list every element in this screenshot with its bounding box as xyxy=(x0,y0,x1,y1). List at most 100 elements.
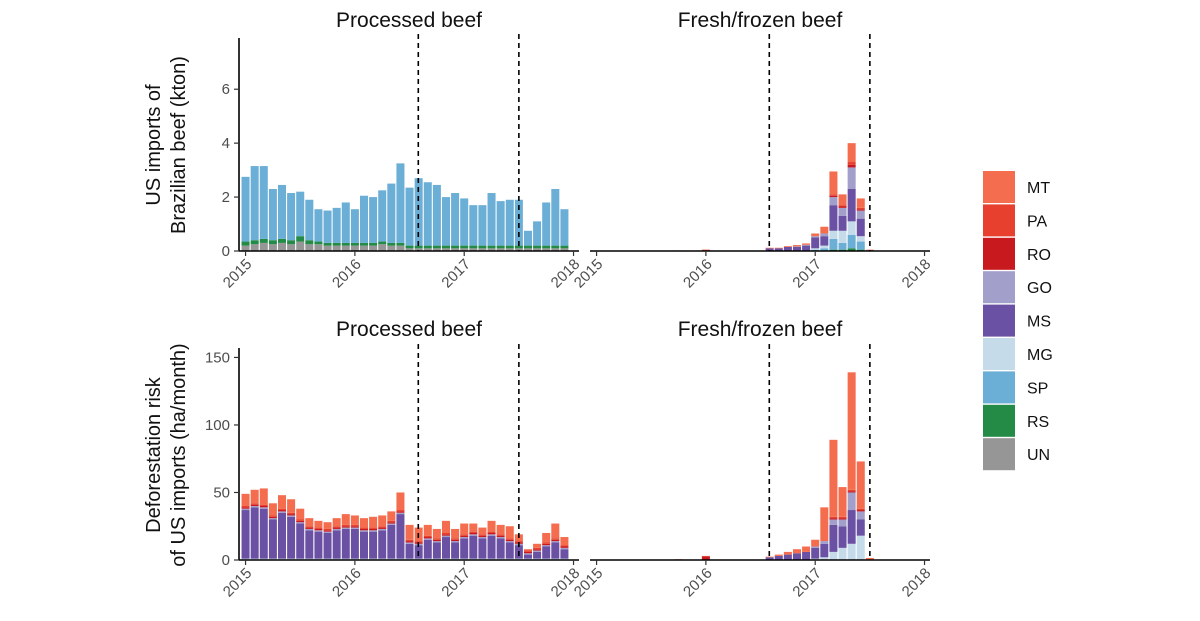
bar-RO-2015-05 xyxy=(277,510,287,512)
bar-RS-2015-08 xyxy=(305,240,314,245)
y-tick-label-100: 100 xyxy=(205,417,230,434)
bar-RS-2016-10 xyxy=(432,245,441,249)
bar-MG-2016-06 xyxy=(396,558,405,560)
bar-MS-2017-03 xyxy=(829,524,838,552)
bar-MT-2016-08 xyxy=(765,247,774,249)
bar-MT-2016-06 xyxy=(396,492,405,511)
bar-SP-2017-06 xyxy=(856,241,865,250)
bar-MT-2016-11 xyxy=(792,245,801,247)
bar-RS-2015-09 xyxy=(314,241,323,245)
bar-MG-2017-04 xyxy=(487,558,496,560)
bar-PA-2017-10 xyxy=(542,542,551,544)
bar-GO-2016-11 xyxy=(792,246,801,248)
bar-GO-2015-09 xyxy=(314,530,323,532)
bar-GO-2017-05 xyxy=(847,167,856,189)
bar-RS-2015-12 xyxy=(341,242,350,246)
bar-MS-2017-04 xyxy=(487,535,496,559)
bar-RS-2015-01 xyxy=(241,241,250,246)
bar-RO-2016-04 xyxy=(378,527,387,529)
bar-GO-2015-06 xyxy=(287,515,296,517)
bar-MS-2016-08 xyxy=(765,557,774,560)
legend-swatch-RO xyxy=(983,237,1015,270)
bar-PA-2017-08 xyxy=(523,550,532,552)
bar-MG-2017-01 xyxy=(811,248,820,250)
y-tick-label-0: 0 xyxy=(222,243,230,260)
bar-MG-2015-03 xyxy=(259,558,268,560)
bar-GO-2016-06 xyxy=(396,512,405,515)
legend-label-MS: MS xyxy=(1027,314,1051,331)
legend-label-GO: GO xyxy=(1027,280,1052,297)
bar-SP-2017-09 xyxy=(533,221,542,246)
bar-MT-2015-01 xyxy=(241,493,250,506)
bar-RO-2017-06 xyxy=(505,539,514,542)
bar-PA-2015-10 xyxy=(323,528,332,531)
bar-MG-2015-05 xyxy=(277,558,287,560)
bar-MS-2016-11 xyxy=(792,553,801,560)
panel-2: 2015 2016 2017 2018 xyxy=(571,34,935,292)
bar-GO-2015-03 xyxy=(259,507,268,509)
bar-PA-2017-05 xyxy=(847,162,856,165)
bar-GO-2017-02 xyxy=(820,541,829,544)
bar-PA-2017-04 xyxy=(838,205,847,207)
bar-MT-2015-03 xyxy=(259,488,268,505)
bar-RO-2015-09 xyxy=(314,528,323,531)
bar-MT-2016-05 xyxy=(387,511,396,521)
bar-MG-2017-02 xyxy=(820,557,829,560)
bar-SP-2017-08 xyxy=(523,230,532,246)
bar-GO-2017-04 xyxy=(838,519,847,527)
bar-MS-2015-06 xyxy=(287,516,296,559)
bar-RO-2015-01 xyxy=(241,507,250,509)
bar-UN-2017-08 xyxy=(523,248,532,251)
bar-MS-2017-10 xyxy=(542,546,551,559)
bar-UN-2015-04 xyxy=(268,244,277,251)
bar-MG-2015-02 xyxy=(250,558,259,560)
bar-RO-2015-08 xyxy=(305,527,314,529)
bar-MG-2017-04 xyxy=(838,230,847,243)
bar-RO-2015-07 xyxy=(296,520,305,523)
bar-MS-2017-06 xyxy=(856,519,865,536)
bar-MG-2017-02 xyxy=(469,558,478,560)
bar-UN-2017-09 xyxy=(533,248,542,251)
bar-RS-2016-04 xyxy=(378,241,387,245)
bar-MT-2017-05 xyxy=(847,143,856,163)
bar-MT-2015-04 xyxy=(268,503,277,516)
x-tick-label-2018: 2018 xyxy=(899,256,935,292)
bar-MS-2016-02 xyxy=(359,531,369,559)
bar-RO-2016-02 xyxy=(359,528,369,531)
bar-RO-2017-05 xyxy=(847,491,856,493)
bar-GO-2017-01 xyxy=(811,236,820,238)
bar-RS-2016-08 xyxy=(414,245,423,249)
bar-RS-2017-02 xyxy=(469,245,478,249)
bar-UN-2017-03 xyxy=(478,248,487,251)
bar-MT-2016-09 xyxy=(774,247,783,249)
bar-MT-2017-09 xyxy=(533,543,542,548)
bar-MT-2016-10 xyxy=(783,246,792,247)
bar-RS-2015-11 xyxy=(332,242,341,246)
bar-MG-2015-07 xyxy=(296,558,305,560)
bar-MS-2016-11 xyxy=(792,246,801,251)
bar-UN-2016-03 xyxy=(369,245,378,251)
bar-RS-2017-08 xyxy=(523,245,532,249)
bar-SP-2015-10 xyxy=(323,210,332,243)
bar-GO-2017-02 xyxy=(820,233,829,237)
bar-PA-2016-03 xyxy=(369,527,378,529)
bar-SP-2016-08 xyxy=(414,178,423,246)
bar-RS-2017-01 xyxy=(460,245,469,249)
bar-RS-2017-11 xyxy=(551,245,560,249)
bar-MT-2017-06 xyxy=(505,526,514,539)
bar-GO-2015-12 xyxy=(341,527,350,529)
bar-UN-2015-07 xyxy=(296,241,305,251)
bar-UN-2015-06 xyxy=(287,244,296,251)
bar-SP-2016-05 xyxy=(387,183,396,243)
bar-SP-2016-10 xyxy=(432,184,441,246)
bar-MG-2016-01 xyxy=(350,558,359,560)
bar-RS-2016-03 xyxy=(369,242,378,246)
legend-swatch-SP xyxy=(983,371,1015,404)
bar-UN-2016-08 xyxy=(414,248,423,251)
bar-RS-2016-07 xyxy=(405,245,414,249)
bar-MT-2017-01 xyxy=(460,523,469,535)
bar-RO-2016-07 xyxy=(405,541,414,543)
bar-MS-2015-05 xyxy=(277,512,287,559)
bar-UN-2016-05 xyxy=(387,245,396,251)
bar-SP-2015-09 xyxy=(314,209,323,242)
